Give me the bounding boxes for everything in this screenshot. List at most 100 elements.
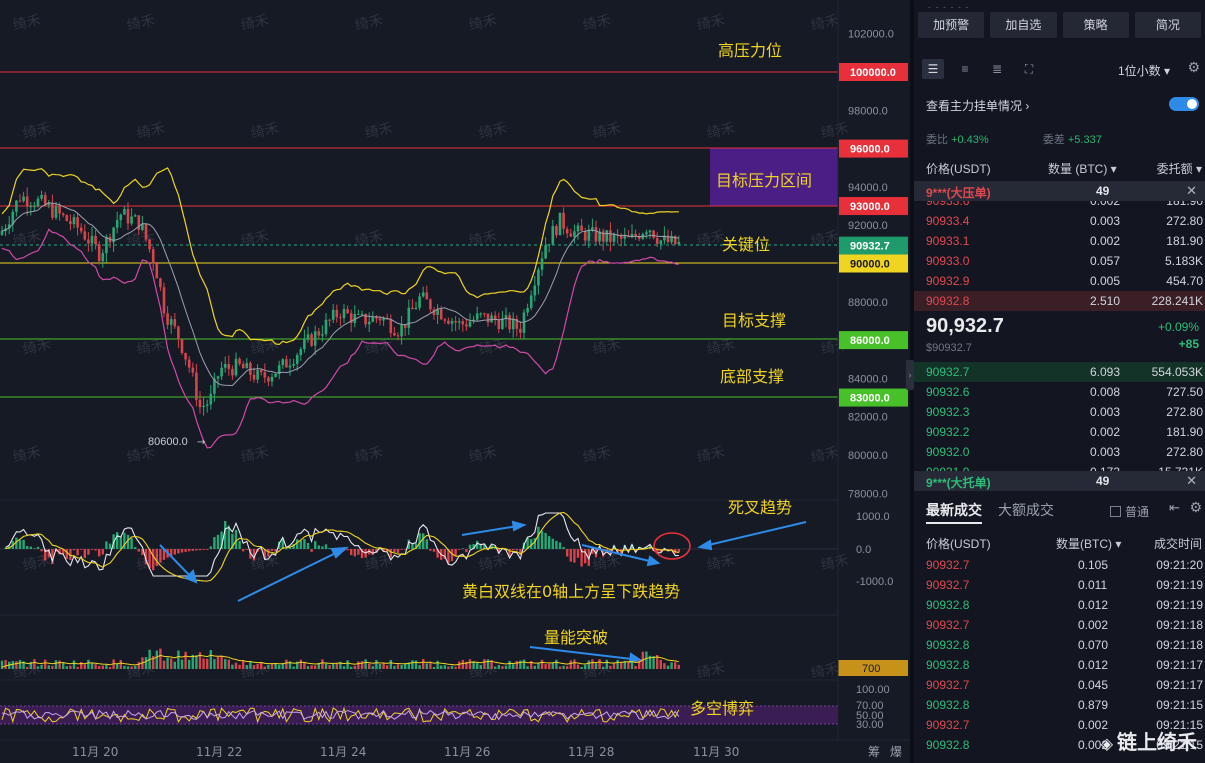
collapse-handle-icon[interactable]: › bbox=[906, 360, 914, 390]
candle-body bbox=[537, 269, 540, 286]
candle-body bbox=[22, 196, 25, 202]
trade-row[interactable]: 90932.7 0.011 09:21:19 bbox=[914, 575, 1205, 595]
trades-settings-icon[interactable]: ⚙ bbox=[1189, 499, 1202, 515]
tab-large-trades[interactable]: 大额成交 bbox=[998, 502, 1054, 518]
trades-header-qty[interactable]: 数量(BTC) ▾ bbox=[1056, 537, 1122, 551]
decimal-select[interactable]: 1位小数 ▾ bbox=[1117, 64, 1170, 78]
main-force-link[interactable]: 查看主力挂单情况 › bbox=[926, 99, 1030, 113]
filter-icon[interactable]: ⇤ bbox=[1169, 500, 1180, 515]
orderbook-row[interactable]: 90932.7 6.093 554.053K bbox=[914, 362, 1205, 382]
add-watchlist-button[interactable]: 加自选 bbox=[990, 12, 1057, 38]
row-amount: 554.053K bbox=[1151, 365, 1203, 379]
candle-body bbox=[173, 319, 177, 327]
macd-bar bbox=[458, 549, 461, 550]
trade-row[interactable]: 90932.8 0.002 09:21:15 bbox=[914, 735, 1205, 755]
watermark-text: 绮禾 bbox=[12, 444, 43, 465]
volume-bar bbox=[645, 651, 648, 669]
settings-gear-icon[interactable]: ⚙ bbox=[1187, 59, 1200, 75]
row-qty: 6.093 bbox=[1090, 365, 1121, 379]
date-axis-tick: 11月 24 bbox=[320, 745, 366, 759]
candle-body bbox=[87, 239, 90, 244]
volume-bar bbox=[368, 663, 371, 669]
row-price: 90932.6 bbox=[926, 385, 970, 399]
view-expand-icon[interactable]: ⛶ bbox=[1024, 62, 1034, 76]
volume-tag-value: 700 bbox=[862, 663, 880, 675]
candle-body bbox=[421, 292, 425, 297]
watermark-text: 绮禾 bbox=[582, 444, 613, 465]
close-icon[interactable]: ✕ bbox=[1186, 183, 1197, 198]
overview-button[interactable]: 简况 bbox=[1134, 12, 1201, 38]
view-asks-icon[interactable]: ≣ bbox=[991, 62, 1003, 76]
trade-row[interactable]: 90932.7 0.105 09:21:20 bbox=[914, 555, 1205, 575]
main-force-toggle[interactable] bbox=[1169, 97, 1199, 111]
orderbook-row[interactable]: 90932.3 0.003 272.80 bbox=[914, 402, 1205, 422]
big-buy-bar[interactable]: 9***(大托单) 49 ✕ bbox=[914, 471, 1205, 491]
orderbook-row[interactable]: 90932.2 0.002 181.90 bbox=[914, 422, 1205, 442]
normal-checkbox[interactable]: 普通 bbox=[1110, 503, 1149, 520]
candle-body bbox=[519, 328, 522, 333]
candle-body bbox=[198, 399, 202, 408]
view-both-icon[interactable]: ☰ bbox=[922, 59, 944, 79]
tab-latest-trades[interactable]: 最新成交 bbox=[926, 502, 982, 524]
watermark-text: 绮禾 bbox=[136, 336, 167, 357]
candle-body bbox=[547, 244, 551, 246]
volume-bar bbox=[504, 665, 508, 669]
macd-bar bbox=[87, 549, 90, 555]
view-bids-icon[interactable]: ≡ bbox=[961, 62, 969, 76]
macd-bar bbox=[155, 549, 158, 566]
row-time: 09:21:15 bbox=[1156, 698, 1203, 712]
volume-bar bbox=[638, 660, 641, 669]
trade-row[interactable]: 90932.7 0.045 09:21:17 bbox=[914, 675, 1205, 695]
macd-bar bbox=[267, 549, 270, 557]
orderbook-row[interactable]: 90932.0 0.003 272.80 bbox=[914, 442, 1205, 462]
candle-body bbox=[501, 318, 504, 330]
orderbook-row[interactable]: 90932.8 2.510 228.241K bbox=[914, 291, 1205, 311]
macd-bar bbox=[29, 546, 32, 549]
trade-row[interactable]: 90932.7 0.002 09:21:15 bbox=[914, 715, 1205, 735]
trade-row[interactable]: 90932.8 0.879 09:21:15 bbox=[914, 695, 1205, 715]
liquidation-label[interactable]: 爆 bbox=[890, 745, 902, 759]
row-amount: 5.183K bbox=[1164, 254, 1203, 268]
volume-bar bbox=[602, 666, 605, 669]
volume-bar bbox=[238, 664, 241, 669]
orderbook-row[interactable]: 90932.6 0.008 727.50 bbox=[914, 382, 1205, 402]
watermark-text: 绮禾 bbox=[696, 660, 727, 681]
header-qty[interactable]: 数量 (BTC) ▾ bbox=[1048, 162, 1117, 176]
row-time: 09:21:18 bbox=[1156, 638, 1203, 652]
orderbook-row[interactable]: 90933.1 0.002 181.90 bbox=[914, 231, 1205, 251]
candle-body bbox=[580, 225, 583, 231]
price-chart-area[interactable]: 绮禾 绮禾 绮禾 绮禾 绮禾 绮禾 绮禾 绮禾 绮禾 绮禾 绮禾 绮禾 绮禾 绮禾 绮禾 绮禾 绮禾 绮禾 绮禾 绮禾… bbox=[0, 0, 910, 763]
volume-bar bbox=[137, 661, 140, 669]
chip-distribution-label[interactable]: 筹 bbox=[868, 745, 880, 759]
macd-bar bbox=[69, 549, 72, 561]
close-icon[interactable]: ✕ bbox=[1186, 473, 1197, 488]
macd-bar bbox=[213, 537, 216, 549]
trade-row[interactable]: 90932.8 0.012 09:21:17 bbox=[914, 655, 1205, 675]
strategy-button[interactable]: 策略 bbox=[1062, 12, 1129, 38]
candle-body bbox=[79, 227, 83, 232]
macd-bar bbox=[447, 549, 450, 564]
orderbook-row[interactable]: 90932.9 0.005 454.70 bbox=[914, 271, 1205, 291]
orderbook-row[interactable]: 90933.0 0.057 5.183K bbox=[914, 251, 1205, 271]
candle-body bbox=[659, 240, 663, 244]
candle-body bbox=[443, 319, 447, 321]
date-axis[interactable]: 11月 20 11月 22 11月 24 11月 26 11月 28 11月 30 bbox=[72, 745, 739, 759]
volume-bar bbox=[627, 661, 630, 669]
header-amount[interactable]: 委托额 ▾ bbox=[1156, 162, 1202, 176]
trade-row[interactable]: 90932.8 0.070 09:21:18 bbox=[914, 635, 1205, 655]
volume-bar bbox=[224, 659, 227, 669]
row-price: 90932.7 bbox=[926, 618, 970, 632]
orderbook-row[interactable]: 90933.4 0.003 272.80 bbox=[914, 211, 1205, 231]
macd-bar bbox=[393, 549, 396, 553]
macd-bar bbox=[170, 549, 173, 556]
big-sell-bar[interactable]: 9***(大压单) 49 ✕ bbox=[914, 181, 1205, 201]
candle-body bbox=[497, 320, 501, 330]
row-qty: 0.002 bbox=[1078, 738, 1109, 752]
volume-bar bbox=[573, 659, 576, 669]
macd-bar bbox=[101, 549, 104, 555]
macd-bar bbox=[198, 549, 202, 551]
trade-row[interactable]: 90932.7 0.002 09:21:18 bbox=[914, 615, 1205, 635]
trade-row[interactable]: 90932.8 0.012 09:21:19 bbox=[914, 595, 1205, 615]
add-alert-button[interactable]: 加预警 bbox=[918, 12, 985, 38]
